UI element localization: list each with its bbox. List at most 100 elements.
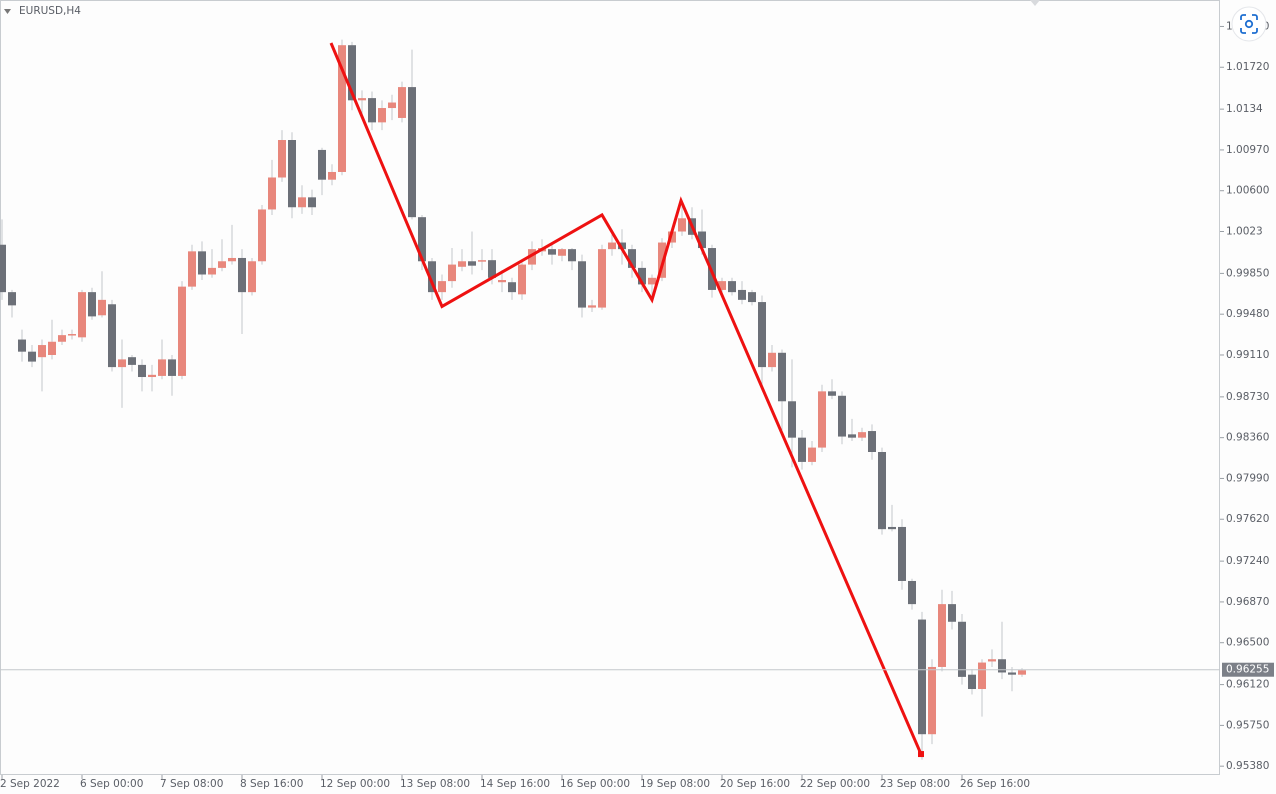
y-tick-label: 0.96120 — [1226, 679, 1269, 691]
screenshot-button[interactable] — [1231, 6, 1267, 42]
y-tick-label: 0.99850 — [1226, 267, 1269, 279]
candle-body — [848, 434, 856, 438]
button-circle[interactable] — [1231, 6, 1267, 42]
candle-body — [938, 604, 946, 667]
candle-body — [228, 257, 236, 262]
x-tick-label: 8 Sep 16:00 — [240, 778, 303, 790]
candle-body — [118, 359, 126, 368]
y-tick-label: 0.95380 — [1226, 760, 1269, 772]
button-icon — [1240, 14, 1258, 34]
candle-body — [908, 580, 916, 605]
candle-body — [378, 108, 386, 123]
candle-body — [648, 277, 656, 285]
candle-body — [148, 374, 156, 378]
y-tick-label: 0.97240 — [1226, 555, 1269, 567]
candle-body — [178, 286, 186, 376]
y-tick-label: 0.98730 — [1226, 391, 1269, 403]
candle-body — [428, 261, 436, 293]
candle-body — [768, 352, 776, 368]
plot-frame — [0, 0, 1220, 775]
candle-body — [608, 242, 616, 250]
candle-body — [578, 261, 586, 308]
candle-body — [808, 447, 816, 462]
x-tick-label: 23 Sep 08:00 — [880, 778, 950, 790]
candle-body — [408, 87, 416, 218]
candle-body — [948, 604, 956, 622]
candle-body — [58, 335, 66, 342]
candle-body — [398, 87, 406, 118]
candle-body — [0, 244, 6, 293]
y-tick-label: 0.97620 — [1226, 513, 1269, 525]
candle-body — [998, 659, 1006, 673]
candle-body — [168, 359, 176, 376]
candle-body — [448, 264, 456, 282]
chart-title: EURUSD,H4 — [19, 5, 81, 17]
y-tick-label: 0.98360 — [1226, 432, 1269, 444]
candle-body — [238, 257, 246, 293]
candle-body — [218, 261, 226, 268]
zigzag-end-marker — [918, 751, 924, 758]
candle-body — [918, 619, 926, 735]
candle-body — [898, 526, 906, 581]
candle-body — [108, 304, 116, 368]
candle-body — [478, 260, 486, 262]
candle-body — [638, 267, 646, 285]
candle-body — [818, 391, 826, 448]
candle-body — [318, 149, 326, 180]
x-tick-label: 13 Sep 08:00 — [400, 778, 470, 790]
candle-body — [158, 359, 166, 376]
candle-body — [288, 140, 296, 208]
candle-body — [348, 45, 356, 101]
zigzag-line — [329, 42, 923, 755]
candle-body — [38, 345, 46, 358]
candle-body — [988, 659, 996, 662]
candle-body — [528, 249, 536, 265]
candle-body — [438, 281, 446, 293]
candle-body — [718, 281, 726, 290]
x-tick-label: 6 Sep 00:00 — [80, 778, 143, 790]
x-tick-label: 16 Sep 00:00 — [560, 778, 630, 790]
candle-body — [268, 177, 276, 210]
candle-body — [728, 281, 736, 293]
candle-body — [368, 98, 376, 123]
x-tick-label: 26 Sep 16:00 — [960, 778, 1030, 790]
candle-body — [748, 292, 756, 303]
candle-body — [68, 334, 76, 336]
candle-body — [278, 140, 286, 178]
x-tick-label: 2 Sep 2022 — [0, 778, 60, 790]
candle-body — [1008, 672, 1016, 675]
candle-body — [878, 451, 886, 530]
candle-body — [508, 282, 516, 293]
candle-body — [868, 431, 876, 452]
current-price-label: 0.96255 — [1226, 664, 1269, 676]
x-tick-label: 20 Sep 16:00 — [720, 778, 790, 790]
x-tick-label: 12 Sep 00:00 — [320, 778, 390, 790]
candle-body — [328, 171, 336, 180]
candle-body — [838, 395, 846, 437]
candle-body — [298, 197, 306, 208]
candle-body — [208, 267, 216, 275]
candle-body — [678, 218, 686, 232]
y-tick-label: 1.0023 — [1226, 226, 1263, 238]
candle-body — [928, 666, 936, 735]
candle-body — [628, 249, 636, 268]
candle-body — [388, 102, 396, 109]
candle-body — [128, 357, 136, 365]
candle-body — [968, 674, 976, 690]
x-tick-label: 22 Sep 00:00 — [800, 778, 870, 790]
y-tick-label: 0.97990 — [1226, 472, 1269, 484]
plot — [0, 39, 1220, 760]
candle-body — [618, 242, 626, 250]
candle-body — [888, 526, 896, 530]
candle-body — [788, 401, 796, 438]
candle-body — [488, 260, 496, 278]
y-tick-label: 0.96500 — [1226, 637, 1269, 649]
candle-body — [28, 351, 36, 362]
candle-body — [78, 292, 86, 338]
y-tick-label: 1.00600 — [1226, 185, 1269, 197]
candle-body — [48, 341, 56, 355]
symbol-menu-arrow[interactable] — [4, 9, 11, 14]
